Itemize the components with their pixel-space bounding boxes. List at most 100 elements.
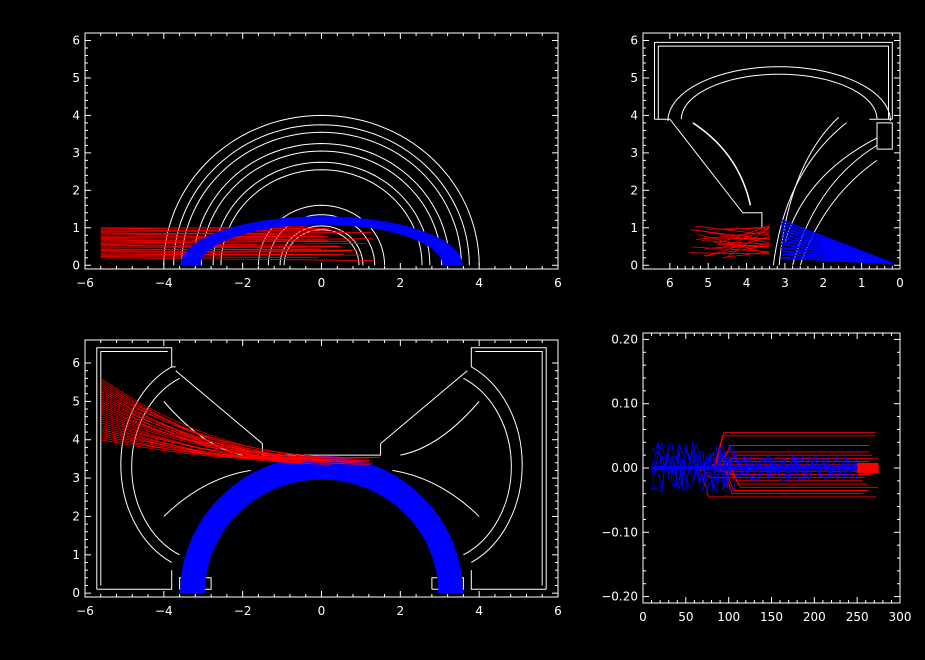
x-tick-label: 5 (704, 276, 712, 290)
x-tick-label: 3 (781, 276, 789, 290)
wall-arc (220, 169, 423, 266)
red-ray (100, 232, 324, 236)
chamber-outline-inner (657, 45, 889, 120)
x-tick-label: 4 (475, 276, 483, 290)
neck (175, 370, 468, 456)
x-tick-label: 0 (639, 610, 647, 624)
dome-arc (667, 66, 891, 122)
wall-arc (200, 150, 443, 266)
frame-left-inner (100, 351, 168, 586)
base-right (470, 570, 547, 590)
y-tick-label: 3 (72, 471, 80, 485)
red-ray (100, 257, 375, 261)
x-tick-label: 300 (889, 610, 912, 624)
red-ray (100, 390, 302, 463)
y-tick-label: 4 (630, 108, 638, 122)
y-tick-label: 1 (72, 221, 80, 235)
y-tick-label: 6 (630, 33, 638, 47)
y-tick-label: 0.00 (611, 461, 638, 475)
red-ray (100, 240, 348, 243)
y-tick-label: 6 (72, 33, 80, 47)
frame-right-inner (475, 351, 543, 586)
red-trace (713, 435, 876, 469)
blue-arc (180, 216, 463, 266)
red-ray (100, 394, 355, 463)
x-tick-label: 2 (397, 604, 405, 618)
side-arc-right-inner (463, 377, 512, 556)
red-ray (100, 227, 329, 229)
blue-arc (188, 463, 455, 594)
base-left (96, 570, 173, 590)
y-tick-label: 1 (72, 548, 80, 562)
x-tick-label: 0 (318, 604, 326, 618)
red-ray (100, 253, 362, 256)
wing (392, 469, 480, 517)
x-tick-label: 150 (760, 610, 783, 624)
inner-wall (778, 116, 839, 266)
x-tick-label: 100 (717, 610, 740, 624)
wall-arc (181, 131, 462, 266)
chart-bottom_left: −6 −4 −2 0 2 4 6 0 1 2 3 4 5 6 (72, 339, 562, 618)
plot-frame (642, 32, 901, 270)
blue-arc (182, 457, 461, 594)
plot-area (96, 347, 547, 594)
inner-wall (772, 122, 847, 266)
x-tick-label: −2 (234, 604, 252, 618)
x-tick-label: 4 (475, 604, 483, 618)
blue-arc (201, 476, 442, 594)
blue-arc (189, 465, 454, 594)
red-ray (100, 416, 295, 460)
y-tick-label: −0.10 (601, 525, 638, 539)
y-tick-label: 4 (72, 433, 80, 447)
wall-arc (279, 225, 364, 266)
x-tick-label: 6 (554, 604, 562, 618)
red-ray (100, 378, 359, 459)
frame-left (96, 347, 176, 590)
red-trace (731, 467, 879, 488)
red-ray (100, 251, 345, 254)
y-tick-label: 0 (630, 258, 638, 272)
plot-area (100, 114, 480, 266)
red-trace (714, 432, 876, 469)
x-tick-label: 2 (819, 276, 827, 290)
wall-arc (212, 161, 431, 266)
plot-area (654, 41, 893, 266)
blue-arc (191, 466, 452, 594)
chart-top_left: −6 −4 −2 0 2 4 6 0 1 2 3 4 5 6 (72, 32, 562, 290)
y-tick-label: 0.10 (611, 397, 638, 411)
plot-area (651, 432, 879, 498)
red-ray (690, 229, 770, 240)
x-tick-label: −6 (76, 276, 94, 290)
wall-arc (163, 114, 480, 266)
x-tick-label: 0 (318, 276, 326, 290)
y-tick-label: 3 (72, 146, 80, 160)
y-tick-label: 2 (72, 183, 80, 197)
port-box (876, 122, 893, 150)
x-tick-label: −2 (234, 276, 252, 290)
y-tick-label: 4 (72, 108, 80, 122)
red-trace (699, 467, 877, 498)
y-tick-label: 2 (630, 183, 638, 197)
blue-trace (651, 447, 858, 492)
y-tick-label: 5 (72, 71, 80, 85)
chart-bottom_right: 0 50 100 150 200 250 300 0.20 0.10 0.00 −0.10 −0.20 (601, 332, 911, 624)
blue-trace (651, 442, 858, 495)
y-tick-label: 5 (72, 394, 80, 408)
red-trace (700, 467, 866, 479)
chart-top_right: 6 5 4 3 2 1 0 0 1 2 3 4 5 6 (630, 32, 904, 290)
y-tick-label: 5 (630, 71, 638, 85)
blue-arc (186, 461, 457, 594)
red-ray (100, 380, 332, 461)
y-tick-label: 2 (72, 509, 80, 523)
red-ray (692, 246, 770, 253)
y-tick-label: 0 (72, 586, 80, 600)
side-arc-left-inner (131, 377, 180, 556)
y-tick-label: 6 (72, 356, 80, 370)
red-ray (688, 252, 770, 255)
x-tick-label: 250 (846, 610, 869, 624)
x-tick-label: 6 (666, 276, 674, 290)
y-tick-label: 0.20 (611, 332, 638, 346)
red-ray (695, 231, 770, 240)
red-ray (100, 243, 366, 247)
